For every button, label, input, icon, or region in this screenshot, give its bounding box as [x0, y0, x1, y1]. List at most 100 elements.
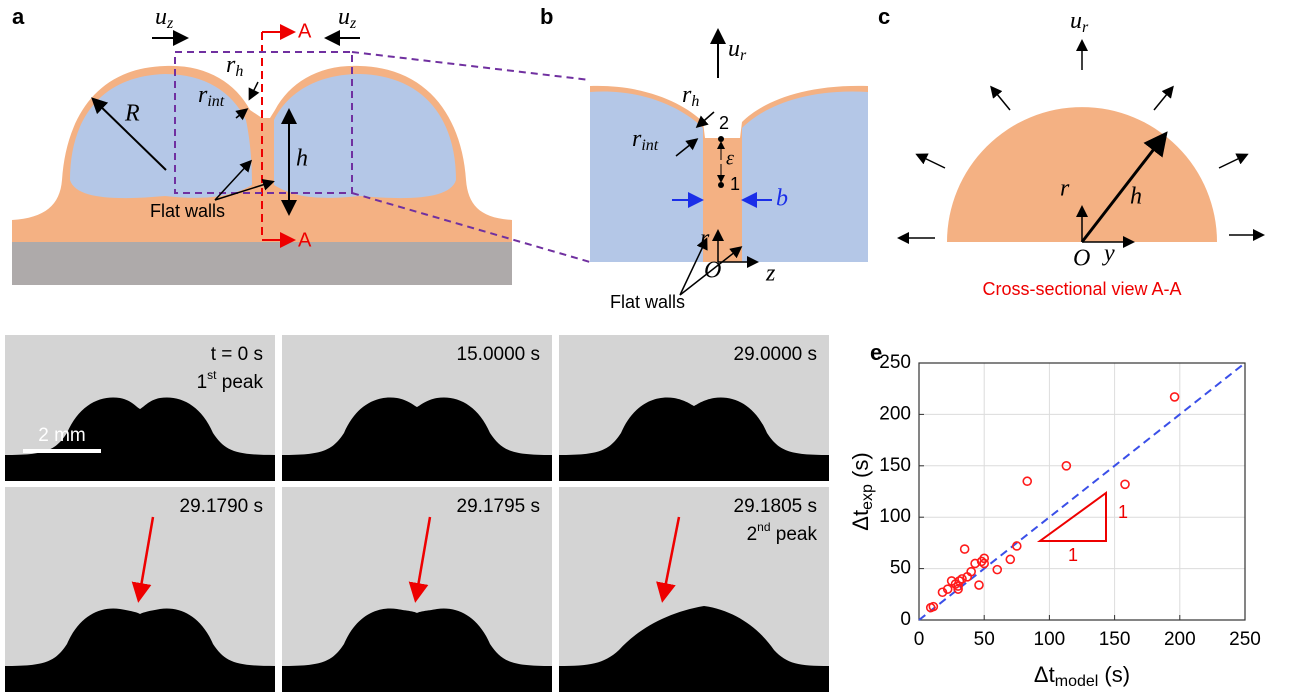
peak-ordinal: nd: [757, 520, 770, 534]
substrate: [559, 461, 829, 481]
label-unit: (s): [1098, 662, 1130, 687]
photo-frame: 29.0000 s: [559, 335, 829, 481]
substrate: [12, 242, 512, 285]
panel-a: a A A uz uz rh rint R h Flat walls: [12, 4, 590, 286]
y-tick-label: 100: [879, 506, 911, 527]
peak-word: peak: [217, 372, 264, 393]
y-tick-label: 0: [900, 609, 911, 630]
point: [718, 182, 724, 188]
symbol-sub: r: [1082, 19, 1089, 36]
symbol: ε: [726, 148, 734, 170]
symbol: rh: [226, 52, 243, 80]
x-tick-label: 0: [914, 629, 925, 650]
y-tick-label: 200: [879, 403, 911, 424]
symbol-sub: int: [641, 137, 658, 154]
panel-c: c r h O y ur Cross-sectional view A-A: [878, 4, 1262, 299]
substrate: [5, 461, 275, 481]
substrate: [5, 672, 275, 692]
y-axis-label: Δtexp (s): [848, 452, 876, 530]
timestamp: 29.0000 s: [734, 344, 817, 365]
timestamp: 29.1795 s: [457, 496, 540, 517]
section-label: A: [298, 229, 312, 251]
x-tick-label: 200: [1164, 629, 1196, 650]
label-sub: exp: [859, 484, 876, 510]
arrow: [1154, 88, 1172, 110]
peak-label: 1st peak: [197, 368, 264, 393]
symbol: ur: [1070, 8, 1089, 36]
substrate: [559, 672, 829, 692]
arrow: [992, 88, 1010, 110]
panel-label: a: [12, 4, 25, 29]
page: {"panels": { "a": {"label": "a", "u_left…: [0, 0, 1290, 694]
peak-word: peak: [771, 524, 818, 545]
symbol-sub: z: [166, 15, 174, 32]
photo-frame: 29.1790 s: [5, 487, 275, 692]
arrow: [1219, 155, 1246, 168]
symbol: h: [296, 146, 308, 172]
peak-number: 2: [747, 524, 758, 545]
panel-label: c: [878, 4, 890, 29]
symbol: b: [776, 186, 788, 212]
annotation: Flat walls: [610, 292, 685, 312]
symbol-main: u: [1070, 8, 1082, 34]
symbol: uz: [155, 4, 174, 32]
symbol: ur: [728, 36, 747, 64]
figure: a A A uz uz rh rint R h Flat walls b ur …: [0, 0, 1290, 694]
x-tick-label: 250: [1229, 629, 1261, 650]
symbol: R: [124, 101, 140, 127]
symbol: h: [1130, 184, 1142, 210]
symbol-sub: int: [207, 93, 224, 110]
y-tick-label: 50: [890, 558, 911, 579]
symbol: r: [1060, 176, 1070, 202]
section-label: A: [298, 20, 312, 42]
substrate: [282, 461, 552, 481]
x-tick-label: 150: [1099, 629, 1131, 650]
timestamp: 29.1805 s: [734, 496, 817, 517]
x-tick-label: 100: [1034, 629, 1066, 650]
symbol: r: [700, 226, 710, 252]
symbol-main: u: [155, 4, 167, 30]
symbol: O: [704, 258, 721, 284]
photo-frame: t = 0 s 1st peak 2 mm: [5, 335, 275, 481]
symbol: z: [765, 261, 776, 287]
y-tick-label: 150: [879, 455, 911, 476]
arrow: [250, 82, 258, 98]
symbol: O: [1073, 246, 1090, 272]
body: a A A uz uz rh rint R h Flat walls b ur …: [0, 0, 1290, 694]
y-tick-label: 250: [879, 352, 911, 373]
photo-frame: 15.0000 s: [282, 335, 552, 481]
symbol: uz: [338, 4, 357, 32]
arrow: [918, 155, 945, 168]
peak-number: 1: [197, 372, 208, 393]
label-sub: model: [1055, 673, 1099, 690]
slope-label: 1: [1068, 545, 1078, 565]
symbol-sub: h: [235, 63, 243, 80]
slope-label: 1: [1118, 502, 1128, 522]
panel-b: b ur rh rint 2 1 ε b r O z Flat walls: [540, 4, 868, 312]
label-main: Δt: [1034, 662, 1055, 687]
x-axis-label: Δtmodel (s): [1034, 662, 1130, 690]
scale-bar-label: 2 mm: [38, 425, 86, 446]
symbol-main: u: [728, 36, 740, 62]
point-label: 1: [730, 174, 740, 194]
timestamp: 29.1790 s: [180, 496, 263, 517]
label-unit: (s): [848, 452, 873, 484]
point-label: 2: [719, 113, 729, 133]
symbol-sub: r: [740, 47, 747, 64]
timestamp: 15.0000 s: [457, 344, 540, 365]
point: [718, 136, 724, 142]
symbol-sub: z: [349, 15, 357, 32]
timestamp: t = 0 s: [211, 344, 263, 365]
symbol-sub: h: [691, 93, 699, 110]
photo-frame: 29.1805 s 2nd peak: [559, 487, 829, 692]
caption: Cross-sectional view A-A: [982, 279, 1181, 299]
panel-e: e 05010015020025005010015020025011Δtmode…: [848, 340, 1261, 690]
photo-frame: 29.1795 s: [282, 487, 552, 692]
panel-label: b: [540, 4, 553, 29]
symbol: y: [1102, 241, 1115, 267]
x-tick-label: 50: [974, 629, 995, 650]
symbol-main: u: [338, 4, 350, 30]
substrate: [282, 672, 552, 692]
label-main: Δt: [848, 510, 873, 531]
